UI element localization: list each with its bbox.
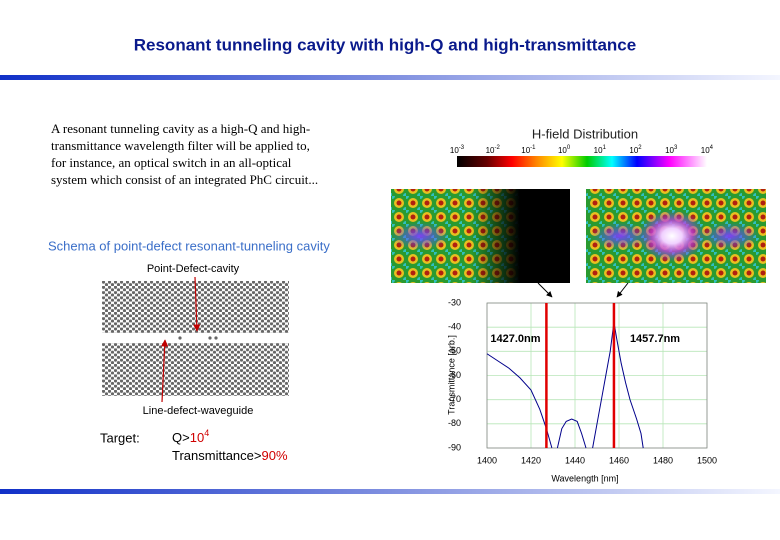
x-tick-label: 1440 [565,455,585,465]
q-text: Q> [172,430,190,445]
q-exp: 4 [204,428,209,438]
colorbar-ticks: 10-3 10-2 10-1 100 101 102 103 104 [450,145,714,156]
x-axis-label: Wavelength [nm] [551,473,618,483]
header-bar [0,75,780,80]
phc-hole [214,336,218,340]
tick-base: 10 [521,146,530,155]
field-glow [700,222,760,250]
q-base: 10 [190,430,204,445]
transmittance-chart: Wavelength [nm] Transmittance [arb.] -90… [446,297,717,483]
colorbar-title: H-field Distribution [532,126,638,141]
arrow [537,282,553,298]
tick-base: 10 [665,146,674,155]
colorbar-tick: 101 [594,145,607,156]
colorbar-tick: 100 [558,145,571,156]
y-tick-label: -80 [448,418,461,428]
target-label: Target: [100,430,140,445]
y-tick-label: -40 [448,322,461,332]
resonance-label: 1457.7nm [630,333,680,345]
x-tick-label: 1480 [653,455,673,465]
description-line: A resonant tunneling cavity as a high-Q … [51,121,310,136]
y-tick-label: -50 [448,346,461,356]
plot-frame [486,302,708,449]
colorbar-tick: 10-2 [486,145,501,156]
x-tick-label: 1460 [609,455,629,465]
tick-exp: -2 [494,145,500,151]
tick-base: 10 [594,146,603,155]
tick-base: 10 [486,146,495,155]
y-tick-label: -70 [448,394,461,404]
arrow [193,276,201,332]
y-axis-label: Transmittance [arb.] [446,335,456,415]
arrow [616,282,629,298]
tick-base: 10 [558,146,567,155]
field-core [638,210,706,262]
description-line: system which consist of an integrated Ph… [51,172,318,187]
colorbar-tick: 10-1 [521,145,536,156]
tick-base: 10 [701,146,710,155]
target-q: Q>104 [172,428,209,445]
schema-title: Schema of point-defect resonant-tunnelin… [48,238,330,253]
tick-exp: 3 [674,145,678,151]
tick-exp: -3 [459,145,465,151]
tick-exp: 1 [603,145,607,151]
x-tick-label: 1420 [521,455,541,465]
arrow [161,339,169,403]
y-tick-label: -90 [448,442,461,452]
footer-bar [0,489,780,494]
description-line: for instance, an optical switch in an al… [51,155,292,170]
tick-base: 10 [629,146,638,155]
phc-hole [178,336,182,340]
field-fade [391,189,570,283]
colorbar-tick: 103 [665,145,678,156]
t-value: 90% [261,448,287,463]
tick-exp: -1 [530,145,536,151]
description-line: transmittance wavelength filter will be … [51,138,310,153]
x-tick-label: 1500 [697,455,717,465]
tick-exp: 2 [638,145,642,151]
x-tick-label: 1400 [477,455,497,465]
tick-exp: 0 [567,145,571,151]
y-tick-label: -60 [448,370,461,380]
colorbar-tick: 104 [701,145,714,156]
tick-exp: 4 [710,145,714,151]
phc-hole [208,336,212,340]
phc-lower [102,343,289,396]
schema-label: Point-Defect-cavity [147,263,240,275]
y-tick-label: -30 [448,297,461,307]
t-text: Transmittance> [172,448,261,463]
colorbar [457,156,707,167]
resonance-label: 1427.0nm [490,333,540,345]
field-glow [590,222,650,250]
schema-label: Line-defect-waveguide [143,405,254,417]
colorbar-tick: 102 [629,145,642,156]
colorbar-tick: 10-3 [450,145,465,156]
tick-base: 10 [450,146,459,155]
target-transmittance: Transmittance>90% [172,448,288,463]
slide-title: Resonant tunneling cavity with high-Q an… [134,35,636,54]
